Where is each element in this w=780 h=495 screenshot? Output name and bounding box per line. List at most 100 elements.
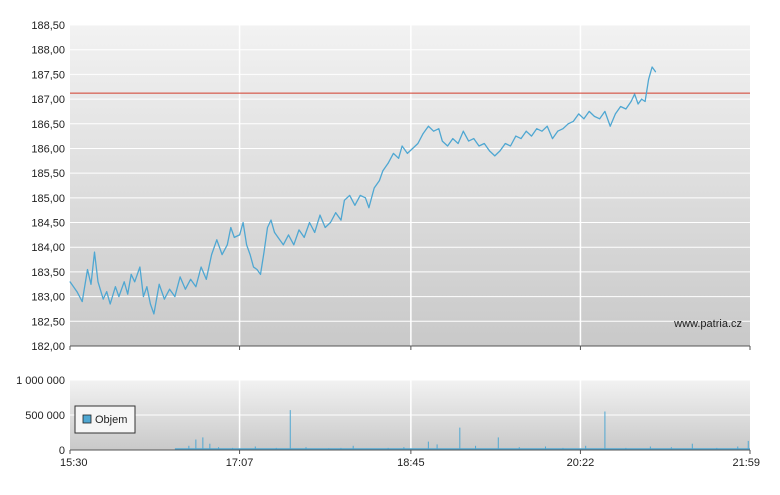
price-point <box>354 204 356 206</box>
price-y-tick-label: 185,00 <box>31 193 65 205</box>
price-point <box>625 108 627 110</box>
price-point <box>130 273 132 275</box>
price-point <box>567 123 569 125</box>
price-point <box>253 266 255 268</box>
price-point <box>520 138 522 140</box>
price-point <box>335 212 337 214</box>
price-point <box>249 254 251 256</box>
price-point <box>226 244 228 246</box>
price-point <box>644 101 646 103</box>
price-point <box>114 286 116 288</box>
price-point <box>641 98 643 100</box>
price-point <box>288 234 290 236</box>
volume-bars <box>174 410 750 450</box>
price-point <box>153 313 155 315</box>
price-point <box>510 145 512 147</box>
price-point <box>274 231 276 233</box>
price-point <box>233 236 235 238</box>
price-point <box>184 288 186 290</box>
price-panel: 182,00 182,50 183,00 183,50 184,00 184,50 185,… <box>31 20 751 353</box>
price-point <box>293 244 295 246</box>
price-point <box>270 219 272 221</box>
price-point <box>134 281 136 283</box>
price-point <box>536 128 538 130</box>
price-point <box>583 118 585 120</box>
price-point <box>174 296 176 298</box>
price-point <box>260 273 262 275</box>
price-y-tick-label: 187,00 <box>31 94 65 106</box>
price-point <box>93 251 95 253</box>
price-point <box>614 113 616 115</box>
price-point <box>551 138 553 140</box>
price-point <box>340 219 342 221</box>
price-point <box>620 105 622 107</box>
price-y-tick-label: 183,00 <box>31 292 65 304</box>
price-y-tick-label: 188,00 <box>31 45 65 57</box>
price-point <box>604 110 606 112</box>
price-y-tick-label: 187,50 <box>31 69 65 81</box>
price-point <box>378 180 380 182</box>
price-point <box>163 298 165 300</box>
price-point <box>541 130 543 132</box>
price-point <box>637 103 639 105</box>
price-point <box>267 226 269 228</box>
price-point <box>324 226 326 228</box>
price-y-tick-label: 185,50 <box>31 168 65 180</box>
price-point <box>109 303 111 305</box>
price-point <box>648 78 650 80</box>
price-point <box>343 199 345 201</box>
x-tick-label: 20:22 <box>567 457 595 469</box>
price-point <box>562 128 564 130</box>
price-y-tick-label: 186,00 <box>31 143 65 155</box>
price-point <box>504 143 506 145</box>
price-point <box>216 239 218 241</box>
price-point <box>298 229 300 231</box>
price-point <box>368 207 370 209</box>
price-point <box>205 278 207 280</box>
price-point <box>433 130 435 132</box>
price-point <box>441 140 443 142</box>
price-point <box>200 266 202 268</box>
price-point <box>277 236 279 238</box>
price-point <box>69 281 71 283</box>
volume-y-tick-label: 0 <box>59 445 65 457</box>
price-point <box>308 222 310 224</box>
price-point <box>478 145 480 147</box>
price-point <box>387 162 389 164</box>
price-point <box>382 170 384 172</box>
price-point <box>515 135 517 137</box>
price-point <box>221 254 223 256</box>
volume-grid <box>70 379 750 450</box>
price-point <box>499 150 501 152</box>
price-point <box>578 113 580 115</box>
price-point <box>139 266 141 268</box>
volume-y-tick-label: 500 000 <box>25 410 65 422</box>
price-point <box>530 135 532 137</box>
price-y-tick-label: 182,50 <box>31 316 65 328</box>
price-point <box>462 130 464 132</box>
price-point <box>427 125 429 127</box>
price-point <box>557 130 559 132</box>
price-point <box>256 268 258 270</box>
price-point <box>242 222 244 224</box>
price-point <box>76 291 78 293</box>
price-point <box>81 301 83 303</box>
price-point <box>593 115 595 117</box>
price-point <box>525 130 527 132</box>
price-point <box>349 194 351 196</box>
price-point <box>406 152 408 154</box>
price-y-tick-label: 188,50 <box>31 20 65 32</box>
volume-y-tick-label: 1 000 000 <box>16 375 65 387</box>
price-point <box>230 226 232 228</box>
price-point <box>457 143 459 145</box>
price-point <box>546 125 548 127</box>
legend-swatch-icon <box>82 414 92 424</box>
x-tick-label: 21:59 <box>732 457 760 469</box>
price-point <box>588 110 590 112</box>
price-point <box>90 283 92 285</box>
price-point <box>630 101 632 103</box>
price-point <box>314 231 316 233</box>
price-y-tick-label: 183,50 <box>31 267 65 279</box>
volume-panel: 0 500 000 1 000 000 15:30 17:07 18:45 20:22 21… <box>16 375 760 469</box>
